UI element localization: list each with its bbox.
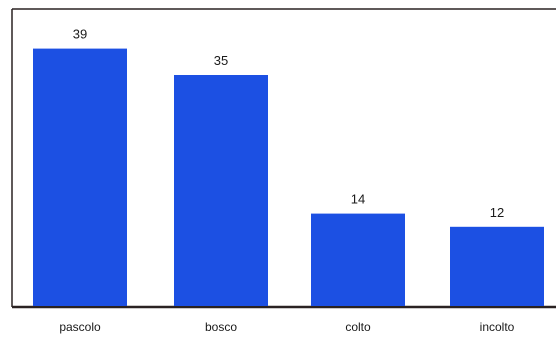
data-label-bosco: 35 (214, 53, 228, 68)
category-labels-group: pascolo bosco colto incolto (59, 320, 514, 334)
category-label-incolto: incolto (480, 320, 515, 334)
bar-colto (311, 213, 405, 306)
data-label-pascolo: 39 (73, 27, 87, 42)
data-labels-group: 39 35 14 12 (73, 27, 504, 220)
bar-pascolo (33, 48, 127, 306)
bars-group (33, 48, 544, 306)
plot-frame (11, 8, 556, 309)
data-label-incolto: 12 (490, 205, 504, 220)
category-label-pascolo: pascolo (59, 320, 101, 334)
bar-incolto (450, 226, 544, 306)
bar-bosco (174, 75, 268, 306)
data-label-colto: 14 (351, 192, 365, 207)
category-label-colto: colto (345, 320, 371, 334)
category-label-bosco: bosco (205, 320, 237, 334)
